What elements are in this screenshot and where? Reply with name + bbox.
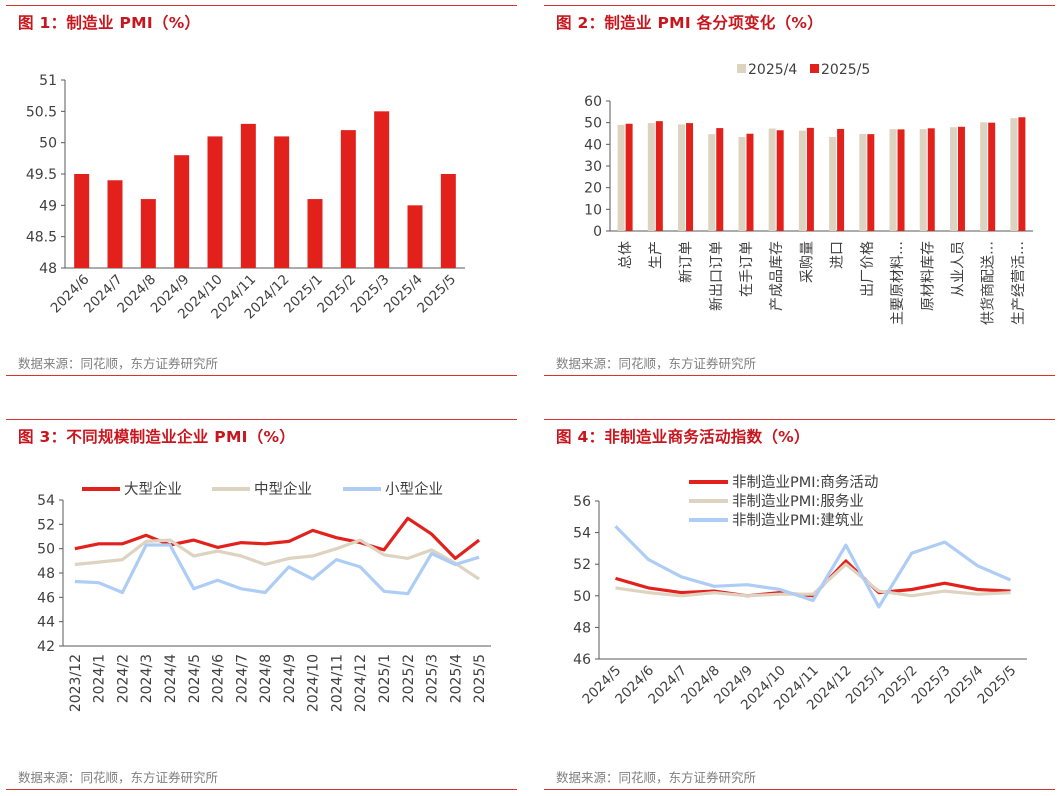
chart4-legend-label: 非制造业PMI:建筑业 <box>732 512 864 529</box>
chart4-y-tick-label: 54 <box>573 526 591 542</box>
panel4-bottom-rule <box>544 789 1055 790</box>
chart4-y-tick-label: 56 <box>573 494 591 510</box>
chart4-svg: 5654525048462024/52024/62024/72024/82024… <box>0 0 1061 796</box>
chart4-y-tick-label: 52 <box>573 557 591 573</box>
chart4-source: 数据来源：同花顺，东方证券研究所 <box>556 767 756 786</box>
chart4-legend-label: 非制造业PMI:商务活动 <box>732 474 878 491</box>
chart4-y-tick-label: 48 <box>573 620 591 636</box>
chart4-legend-label: 非制造业PMI:服务业 <box>732 493 864 510</box>
chart4-y-tick-label: 50 <box>573 589 591 605</box>
chart4-y-tick-label: 46 <box>573 652 591 668</box>
